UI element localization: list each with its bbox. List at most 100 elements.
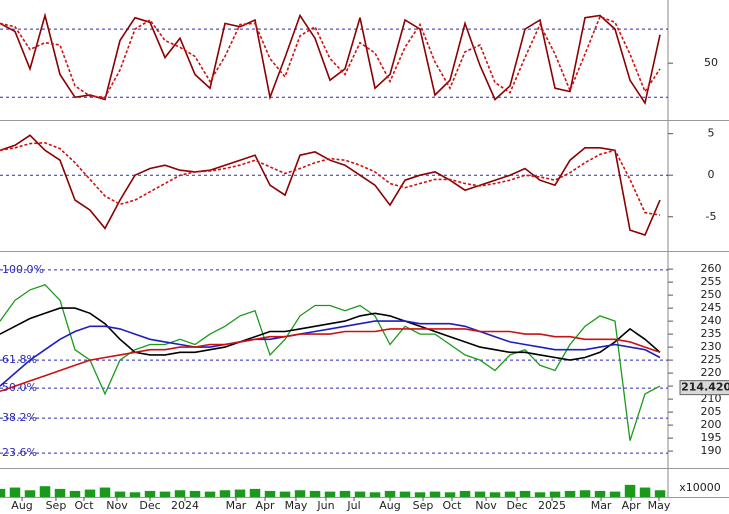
volume-bar (24, 490, 36, 497)
volume-bar (489, 492, 501, 497)
volume-bar (189, 490, 201, 497)
series-line (0, 328, 661, 393)
x-tick-label: Dec (506, 499, 527, 512)
y-tick-label: 195 (701, 431, 722, 444)
volume-bar (249, 488, 261, 497)
x-tick-label: Apr (622, 499, 642, 512)
y-tick-label: 240 (701, 314, 722, 327)
volume-bar (309, 490, 321, 497)
volume-bar (9, 487, 21, 497)
volume-bar (594, 490, 606, 497)
volume-bar (0, 488, 6, 497)
volume-bar (69, 490, 81, 497)
y-tick-label: 50 (704, 56, 718, 69)
series-line (0, 320, 661, 387)
x-tick-label: Sep (46, 499, 67, 512)
x-tick-label: May (648, 499, 671, 512)
volume-bar (354, 491, 366, 497)
volume-bar (519, 490, 531, 497)
x-tick-label: Aug (379, 499, 400, 512)
fib-label: 61.8% (2, 353, 37, 366)
x-tick-label: Jul (346, 499, 360, 512)
fib-label: 100.0% (2, 263, 44, 276)
x-tick-label: Oct (74, 499, 94, 512)
volume-bar (159, 491, 171, 497)
volume-bar (294, 490, 306, 497)
x-tick-label: Aug (11, 499, 32, 512)
volume-bar (114, 491, 126, 497)
volume-bar (624, 484, 636, 497)
y-tick-label: 5 (708, 127, 715, 140)
series-line (0, 307, 661, 361)
last-price-box (679, 380, 729, 396)
series-line (0, 283, 661, 441)
y-tick-label: 210 (701, 392, 722, 405)
volume-bar (339, 490, 351, 497)
y-tick-label: 255 (701, 275, 722, 288)
volume-bar (174, 490, 186, 497)
y-tick-label: 220 (701, 366, 722, 379)
volume-bar (264, 490, 276, 497)
volume-bar (399, 491, 411, 497)
x-tick-label: Mar (591, 499, 612, 512)
volume-bar (324, 491, 336, 497)
volume-bar (84, 489, 96, 497)
volume-bar (99, 487, 111, 497)
volume-bar (39, 486, 51, 497)
y-tick-label: 225 (701, 353, 722, 366)
x-tick-label: Jun (316, 499, 334, 512)
fib-label: 38.2% (2, 411, 37, 424)
x-tick-label: Mar (226, 499, 247, 512)
x-tick-label: Apr (256, 499, 276, 512)
series-line (0, 12, 661, 106)
y-tick-label: 245 (701, 301, 722, 314)
x-tick-label: Dec (139, 499, 160, 512)
series-line (0, 134, 661, 236)
x-tick-label: Nov (475, 499, 497, 512)
volume-bar (54, 488, 66, 497)
volume-bar (219, 490, 231, 497)
y-tick-label: 235 (701, 327, 722, 340)
volume-bar (414, 492, 426, 497)
volume-bar (459, 490, 471, 497)
volume-bar (654, 490, 666, 497)
fib-label: 23.6% (2, 446, 37, 459)
volume-bar (444, 492, 456, 497)
volume-bar (429, 491, 441, 497)
volume-bar (144, 490, 156, 497)
series-line (0, 15, 661, 99)
y-tick-label: 260 (701, 262, 722, 275)
volume-bar (564, 490, 576, 497)
x-tick-label: May (285, 499, 308, 512)
y-tick-label: 205 (701, 405, 722, 418)
y-tick-label: -5 (706, 210, 717, 223)
unit-label: x10000 (679, 481, 721, 494)
volume-bar (579, 490, 591, 497)
y-tick-label: 230 (701, 340, 722, 353)
y-tick-label: 0 (708, 168, 715, 181)
volume-bar (129, 492, 141, 497)
last-price-label: 214.4200 (681, 381, 729, 394)
volume-bar (384, 490, 396, 497)
x-tick-label: 2025 (538, 499, 566, 512)
x-tick-label: 2024 (171, 499, 199, 512)
y-tick-label: 250 (701, 288, 722, 301)
volume-bar (609, 491, 621, 497)
y-tick-label: 200 (701, 418, 722, 431)
volume-bar (234, 489, 246, 497)
y-tick-label: 190 (701, 444, 722, 457)
volume-bar (369, 492, 381, 497)
volume-bar (474, 491, 486, 497)
fib-label: 50.0% (2, 381, 37, 394)
volume-bar (204, 491, 216, 497)
x-tick-label: Oct (442, 499, 462, 512)
x-tick-label: Nov (106, 499, 128, 512)
volume-bar (534, 492, 546, 497)
volume-bar (504, 491, 516, 497)
volume-bar (639, 487, 651, 497)
volume-bar (549, 491, 561, 497)
x-tick-label: Sep (413, 499, 434, 512)
volume-bar (279, 491, 291, 497)
